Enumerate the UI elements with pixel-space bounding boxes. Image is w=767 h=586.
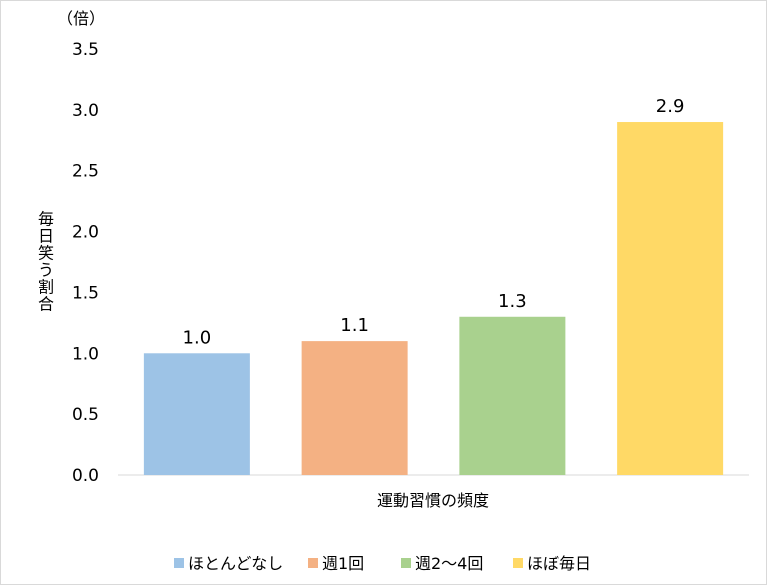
y-tick-label: 3.5 xyxy=(72,40,99,60)
data-label: 1.0 xyxy=(183,327,212,348)
bar xyxy=(459,317,565,475)
data-label: 1.1 xyxy=(340,315,369,336)
y-tick-label: 2.0 xyxy=(72,223,99,243)
legend-swatch xyxy=(308,558,318,568)
y-tick-label: 1.0 xyxy=(72,344,99,364)
data-label: 2.9 xyxy=(656,96,685,117)
x-axis-title: 運動習慣の頻度 xyxy=(377,491,489,510)
y-axis-ticks: 0.0 0.5 1.0 1.5 2.0 2.5 3.0 3.5 xyxy=(72,40,99,486)
bars xyxy=(144,122,723,475)
bar xyxy=(617,122,723,475)
y-tick-label: 1.5 xyxy=(72,283,99,303)
legend-label: ほぼ毎日 xyxy=(527,554,591,573)
y-axis-unit: （倍） xyxy=(57,9,105,28)
y-tick-label: 3.0 xyxy=(72,101,99,121)
y-tick-label: 0.5 xyxy=(72,405,99,425)
y-tick-label: 0.0 xyxy=(72,466,99,486)
legend-swatch xyxy=(513,558,523,568)
y-axis-title: 毎日笑う割合 xyxy=(38,210,54,314)
y-tick-label: 2.5 xyxy=(72,162,99,182)
legend-swatch xyxy=(401,558,411,568)
legend-label: 週1回 xyxy=(322,554,364,573)
legend-label: ほとんどなし xyxy=(188,554,283,573)
data-labels: 1.0 1.1 1.3 2.9 xyxy=(183,96,685,348)
legend-label: 週2〜4回 xyxy=(415,554,483,573)
data-label: 1.3 xyxy=(498,291,527,312)
bar xyxy=(144,353,250,475)
bar xyxy=(302,341,408,475)
legend-swatch xyxy=(174,558,184,568)
legend: ほとんどなし 週1回 週2〜4回 ほぼ毎日 xyxy=(174,554,591,573)
